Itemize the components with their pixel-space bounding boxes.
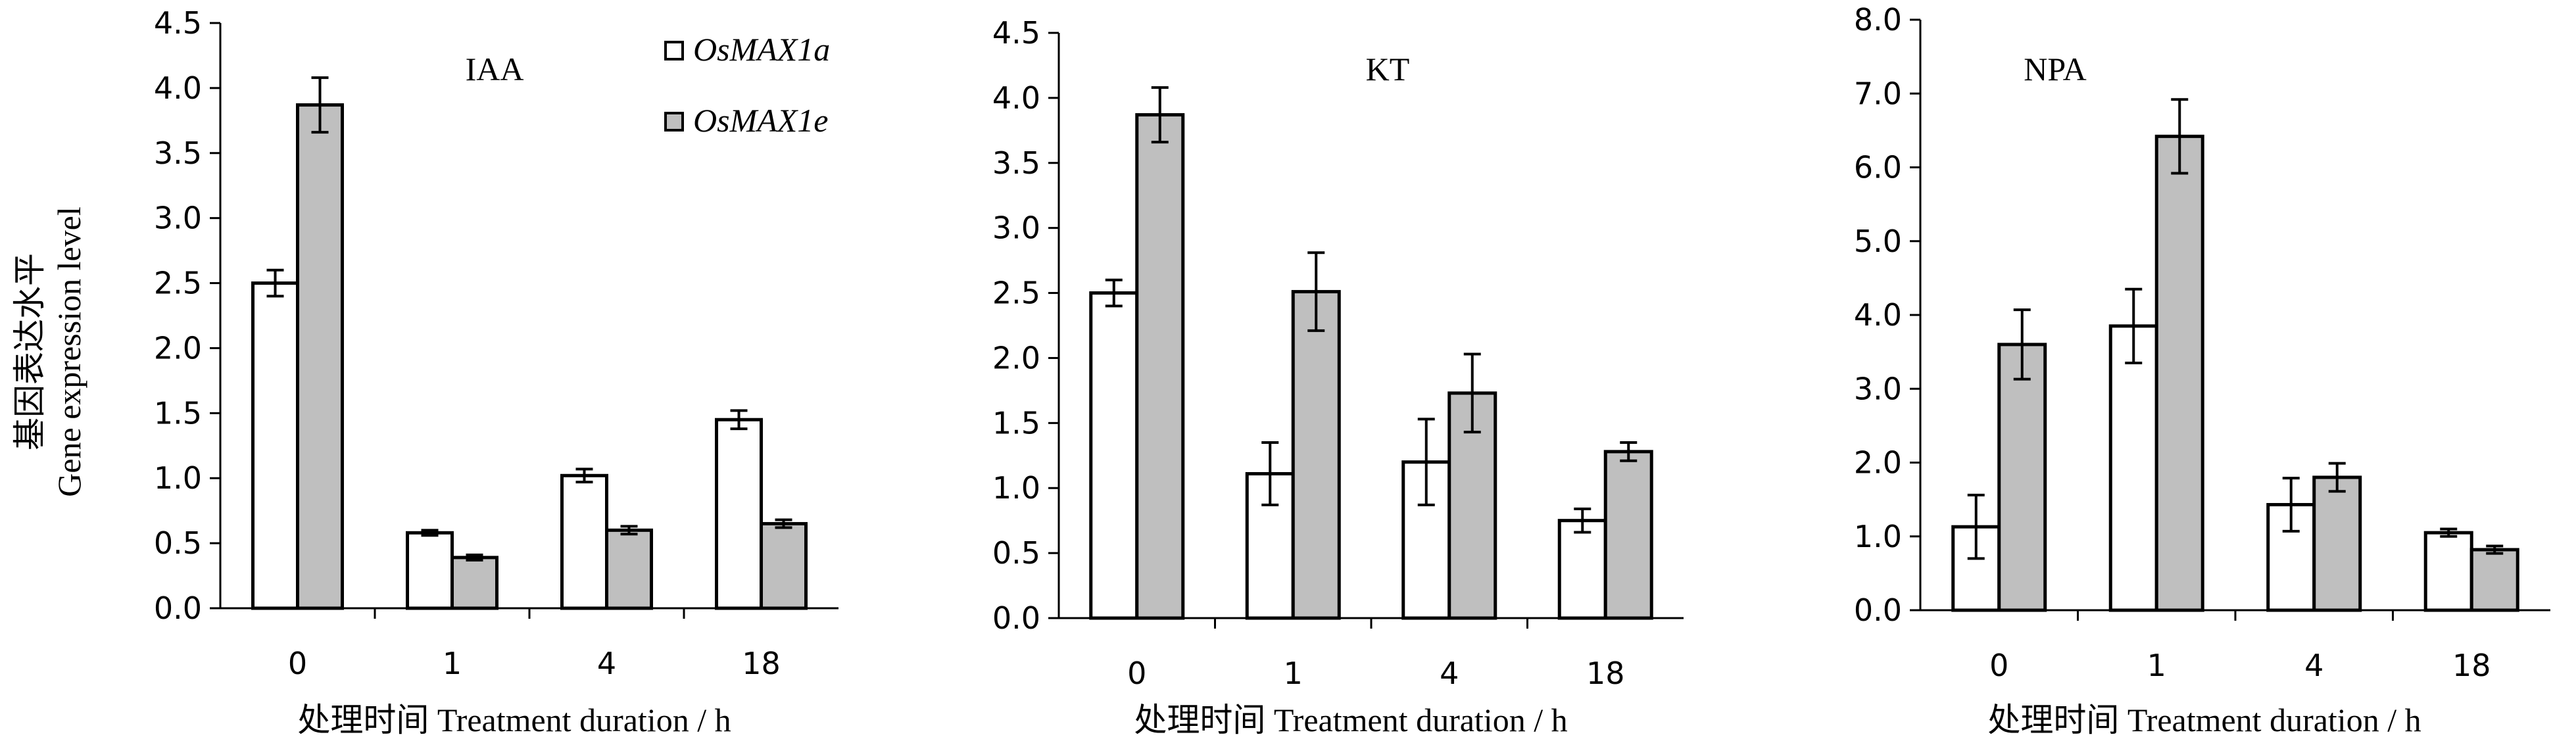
bar-osmax1a-1 [406, 531, 454, 610]
bar-osmax1e-0 [1997, 343, 2047, 612]
legend: OsMAX1a OsMAX1e [664, 31, 830, 139]
bar-osmax1e-18 [760, 521, 808, 610]
x-tick-label: 18 [742, 646, 781, 681]
bar-osmax1a-18 [715, 418, 763, 610]
x-tick-label: 4 [597, 646, 616, 681]
y-tick-label: 4.0 [154, 70, 202, 106]
bar-osmax1e-1 [2154, 134, 2204, 612]
y-tick-label: 2.0 [1854, 445, 1902, 481]
x-tick-label: 0 [288, 646, 307, 681]
x-tick-label: 18 [2452, 648, 2491, 683]
bar-osmax1a-18 [2423, 531, 2473, 612]
xlabel-kt: 处理时间 Treatment duration / h [1134, 702, 1567, 738]
y-tick-label: 3.0 [992, 210, 1040, 246]
bar-osmax1e-18 [1603, 450, 1653, 620]
bar-osmax1e-1 [450, 556, 498, 610]
x-tick-label: 18 [1586, 656, 1625, 691]
bar-osmax1a-0 [251, 281, 299, 610]
y-tick-label: 0.0 [992, 600, 1040, 636]
y-tick-label: 2.0 [154, 330, 202, 366]
x-tick-label: 1 [1284, 656, 1303, 691]
bar-osmax1a-1 [2108, 324, 2158, 612]
title-npa: NPA [2024, 51, 2086, 87]
bar-osmax1e-4 [605, 528, 653, 610]
panels: 0.00.51.01.52.02.53.03.54.04.50 1 4 180.00.… [154, 2, 2550, 691]
y-tick-label: 0.0 [1854, 592, 1902, 628]
y-tick-label: 5.0 [1854, 224, 1902, 259]
bar-osmax1a-18 [1557, 519, 1607, 620]
ylabel-en: Gene expression level [51, 206, 87, 497]
bar-osmax1a-0 [1089, 291, 1139, 620]
y-tick-label: 7.0 [1854, 76, 1902, 111]
title-iaa: IAA [466, 51, 524, 87]
title-kt: KT [1366, 51, 1410, 87]
y-tick-label: 0.5 [154, 525, 202, 561]
y-tick-label: 0.0 [154, 590, 202, 626]
x-tick-label: 4 [2304, 648, 2323, 683]
y-tick-label: 8.0 [1854, 2, 1902, 37]
x-tick-label: 4 [1440, 656, 1459, 691]
legend-label-osmax1e: OsMAX1e [693, 102, 829, 139]
bar-osmax1e-4 [2312, 475, 2362, 612]
y-tick-label: 2.5 [992, 276, 1040, 311]
bar-osmax1e-1 [1291, 290, 1341, 620]
legend-swatch-osmax1e [664, 112, 684, 132]
y-tick-label: 2.5 [154, 266, 202, 301]
y-tick-label: 3.0 [154, 201, 202, 236]
x-tick-label: 1 [2147, 648, 2166, 683]
bar-osmax1e-0 [296, 103, 344, 610]
y-tick-label: 4.0 [992, 80, 1040, 116]
y-tick-label: 1.5 [992, 405, 1040, 441]
bar-osmax1e-18 [2469, 548, 2519, 612]
y-tick-label: 3.5 [992, 145, 1040, 181]
y-tick-label: 3.5 [154, 135, 202, 171]
ylabel-cn: 基因表达水平 [11, 253, 48, 450]
x-tick-label: 1 [443, 646, 462, 681]
xlabel-npa: 处理时间 Treatment duration / h [1987, 702, 2421, 738]
xlabel-iaa: 处理时间 Treatment duration / h [297, 702, 731, 738]
y-tick-label: 0.5 [992, 535, 1040, 571]
legend-label-osmax1a: OsMAX1a [693, 31, 830, 68]
chart-panel-npa: 0.0 1.0 2.0 3.0 4.0 5.0 6.0 7.0 8.0 0 1 4 18 [1854, 2, 2550, 683]
y-tick-label: 4.0 [1854, 297, 1902, 333]
legend-swatch-osmax1a [664, 41, 684, 60]
chart-panel-iaa: 0.0 0.5 1.0 1.5 2.0 2.5 3.0 3.5 4.0 4.5 0 1 4 18 [154, 5, 838, 681]
y-tick-label: 2.0 [992, 340, 1040, 375]
chart-panel-kt: 0.0 0.5 1.0 1.5 2.0 2.5 3.0 3.5 4.0 4.5 0 1 4 18 [992, 15, 1684, 691]
y-tick-label: 1.5 [154, 395, 202, 431]
y-tick-label: 1.0 [154, 460, 202, 496]
y-tick-label: 4.5 [992, 15, 1040, 51]
x-tick-label: 0 [1989, 648, 2008, 683]
y-tick-label: 4.5 [154, 5, 202, 41]
x-tick-label: 0 [1127, 656, 1146, 691]
bar-osmax1a-4 [560, 473, 608, 610]
y-tick-label: 6.0 [1854, 150, 1902, 185]
y-tick-label: 1.0 [1854, 519, 1902, 554]
y-tick-label: 3.0 [1854, 371, 1902, 406]
bar-osmax1e-0 [1135, 113, 1185, 620]
y-tick-label: 1.0 [992, 470, 1040, 506]
